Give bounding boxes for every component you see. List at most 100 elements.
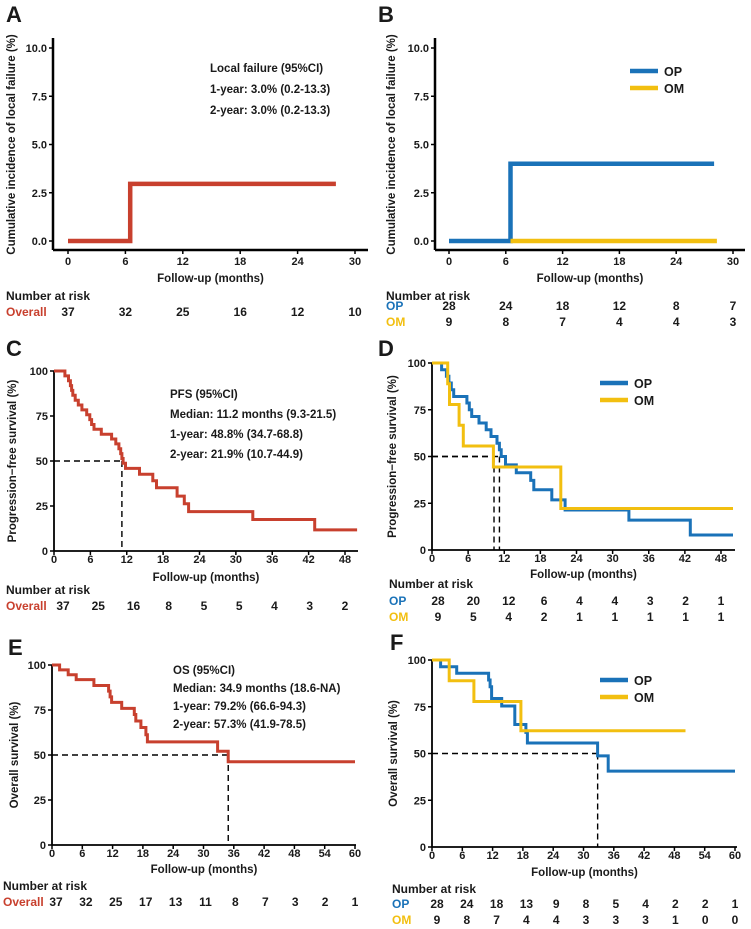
risk-count: 7	[262, 895, 269, 909]
legend-label-op: OP	[634, 377, 652, 391]
risk-count: 24	[499, 299, 513, 313]
x-tick-label: 12	[121, 554, 133, 566]
series-line-overall	[52, 663, 355, 764]
risk-count: 11	[199, 895, 212, 909]
y-tick-label: 5.0	[32, 140, 47, 152]
risk-count: 2	[702, 897, 709, 911]
risk-count: 9	[434, 913, 441, 927]
risk-count: 8	[583, 897, 590, 911]
risk-count: 4	[271, 599, 278, 613]
x-tick-label: 6	[79, 848, 85, 860]
risk-count: 8	[673, 299, 680, 313]
risk-count: 9	[435, 610, 442, 624]
x-tick-label: 18	[234, 256, 246, 268]
risk-count: 17	[139, 895, 153, 909]
risk-count: 1	[576, 610, 583, 624]
panel-b: B 0.0 2.5 5.0 7.5 10.0 0 6 12 18 24 30 Follow-up (mo…	[378, 2, 745, 329]
risk-count: 16	[127, 599, 141, 613]
annotation-line: 1-year: 3.0% (0.2-13.3)	[210, 84, 330, 96]
panel-letter: D	[378, 336, 394, 361]
risk-count: 37	[61, 305, 75, 319]
y-tick-label: 50	[34, 750, 46, 762]
risk-count: 7	[730, 299, 737, 313]
risk-count: 3	[292, 895, 299, 909]
risk-table-title: Number at risk	[389, 577, 473, 591]
x-tick-label: 6	[87, 554, 93, 566]
x-tick-label: 0	[446, 256, 452, 268]
annotation-line: 1-year: 79.2% (66.6-94.3)	[173, 701, 306, 713]
risk-count: 1	[612, 610, 619, 624]
risk-row-label-overall: Overall	[6, 305, 47, 319]
risk-count: 37	[56, 599, 70, 613]
risk-count: 32	[79, 895, 93, 909]
x-tick-label: 18	[613, 256, 625, 268]
y-tick-label: 0	[40, 840, 46, 852]
y-tick-label: 50	[414, 452, 426, 464]
annotation-title: PFS (95%CI)	[170, 389, 238, 401]
series-line-om	[432, 658, 686, 733]
x-tick-label: 12	[556, 256, 568, 268]
risk-row-label-overall: Overall	[6, 599, 47, 613]
annotation-line: Median: 34.9 months (18.6-NA)	[173, 683, 341, 695]
annotation-title: Local failure (95%CI)	[210, 63, 323, 75]
y-tick-label: 100	[408, 358, 426, 370]
y-tick-label: 25	[34, 795, 46, 807]
legend-label-om: OM	[634, 394, 654, 408]
x-tick-label: 42	[679, 553, 691, 565]
panel-letter: B	[378, 2, 394, 27]
x-tick-label: 24	[167, 848, 180, 860]
risk-count: 18	[490, 897, 504, 911]
x-tick-label: 12	[106, 848, 118, 860]
x-axis-label: Follow-up (months)	[530, 569, 637, 581]
x-tick-label: 0	[429, 553, 435, 565]
risk-count: 1	[718, 594, 725, 608]
x-axis-label: Follow-up (months)	[157, 273, 264, 285]
risk-count: 6	[541, 594, 548, 608]
risk-table-title: Number at risk	[386, 289, 470, 303]
risk-count: 0	[702, 913, 709, 927]
risk-count: 4	[616, 315, 623, 329]
risk-count: 18	[556, 299, 570, 313]
x-tick-label: 24	[570, 553, 583, 565]
annotation-line: 2-year: 3.0% (0.2-13.3)	[210, 105, 330, 117]
risk-count: 8	[463, 913, 470, 927]
x-tick-label: 12	[486, 850, 498, 862]
x-tick-label: 48	[288, 848, 300, 860]
y-tick-label: 2.5	[414, 188, 429, 200]
legend-label-om: OM	[634, 691, 654, 705]
x-tick-label: 0	[51, 554, 57, 566]
risk-count: 16	[234, 305, 248, 319]
x-axis-label: Follow-up (months)	[537, 273, 644, 285]
series-line-op	[449, 161, 715, 244]
y-tick-label: 0.0	[414, 236, 429, 248]
risk-count: 7	[493, 913, 500, 927]
y-axis-label: Cumulative incidence of local failure (%…	[386, 34, 398, 255]
x-tick-label: 36	[643, 553, 655, 565]
y-tick-label: 75	[414, 405, 426, 417]
risk-row-label-om: OM	[389, 610, 408, 624]
y-tick-label: 10.0	[408, 43, 429, 55]
x-tick-label: 36	[266, 554, 278, 566]
y-axis-label: Overall survival (%)	[388, 700, 400, 807]
x-tick-label: 0	[65, 256, 71, 268]
risk-count: 12	[291, 305, 305, 319]
risk-count: 4	[612, 594, 619, 608]
risk-count: 8	[165, 599, 172, 613]
risk-count: 5	[612, 897, 619, 911]
x-tick-label: 48	[715, 553, 727, 565]
y-tick-label: 0	[420, 842, 426, 854]
risk-count: 1	[352, 895, 359, 909]
risk-row-label-op: OP	[392, 897, 409, 911]
risk-count: 2	[672, 897, 679, 911]
x-tick-label: 60	[729, 850, 741, 862]
risk-count: 4	[576, 594, 583, 608]
annotation-line: 1-year: 48.8% (34.7-68.8)	[170, 429, 303, 441]
y-tick-label: 25	[36, 501, 48, 513]
risk-count: 9	[553, 897, 560, 911]
risk-count: 37	[49, 895, 63, 909]
y-tick-label: 50	[36, 456, 48, 468]
legend-label-om: OM	[664, 82, 684, 96]
risk-count: 3	[306, 599, 313, 613]
